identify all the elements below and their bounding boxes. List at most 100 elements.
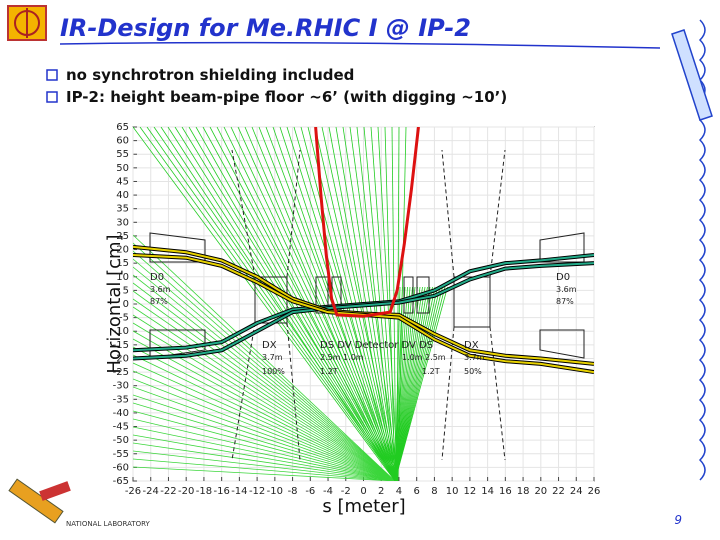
fan-line — [133, 378, 396, 481]
fan-line — [133, 338, 396, 481]
fan-line — [237, 127, 399, 481]
x-tick-label: 6 — [414, 486, 420, 497]
bullet: IP-2: height beam-pipe floor ~6’ (with d… — [66, 88, 507, 106]
y-tick-label: -50 — [113, 435, 129, 446]
x-tick-label: 22 — [552, 486, 565, 497]
fan-line — [133, 250, 396, 481]
x-tick-label: -8 — [288, 486, 298, 497]
magnet-label: D0 — [556, 272, 570, 283]
series-line — [133, 262, 594, 360]
fan-line — [133, 306, 396, 481]
x-tick-label: 2 — [378, 486, 384, 497]
fan-line — [394, 286, 446, 481]
bullet-markers — [46, 69, 58, 103]
y-tick-label: 15 — [116, 258, 129, 269]
x-tick-label: 0 — [360, 486, 366, 497]
x-tick-label: 8 — [431, 486, 437, 497]
fan-line — [133, 458, 396, 481]
x-tick-label: -18 — [196, 486, 212, 497]
fan-line — [394, 286, 428, 481]
magnet-label: 87% — [150, 297, 168, 306]
magnet-label: 1.2T — [422, 367, 440, 376]
y-tick-label: 30 — [116, 217, 129, 228]
y-tick-label: -15 — [113, 340, 129, 351]
fan-line — [133, 274, 396, 481]
x-tick-label: 20 — [534, 486, 547, 497]
fan-line — [394, 286, 431, 481]
fan-line — [133, 418, 396, 481]
x-tick-label: -12 — [249, 486, 265, 497]
fan-line — [394, 286, 441, 481]
x-tick-label: 26 — [588, 486, 601, 497]
fan-line — [133, 450, 396, 481]
logo — [7, 5, 47, 41]
magnet-labels: D0 3.6m 87% D0 3.6m 87% DX 3.7m 100% DS DV Detect… — [150, 272, 577, 376]
x-tick-label: 12 — [464, 486, 477, 497]
magnet-label: DS DV Detector DV DS — [320, 340, 433, 351]
y-tick-label: 20 — [116, 245, 129, 256]
magnet-label: 1.2T — [320, 367, 338, 376]
y-axis-label: Horizontal [cm] — [104, 234, 125, 373]
fan-line — [394, 286, 448, 481]
fan-line — [153, 127, 399, 481]
y-tick-label: 50 — [116, 163, 129, 174]
x-tick-label: -14 — [231, 486, 247, 497]
y-tick-label: -55 — [113, 449, 129, 460]
magnet-label: DX — [262, 340, 277, 351]
pencil — [8, 478, 71, 524]
x-tick-label: -4 — [323, 486, 333, 497]
fan-line — [244, 127, 396, 481]
magnet-label: D0 — [150, 272, 164, 283]
magnet-label: 100% — [262, 367, 285, 376]
x-tick-label: 4 — [396, 486, 402, 497]
y-tick-label: 40 — [116, 190, 129, 201]
magnet-label: 3.6m — [150, 285, 171, 294]
fan-line — [167, 127, 397, 481]
fan-line — [174, 127, 398, 481]
x-tick-label: 10 — [446, 486, 459, 497]
fan-line — [133, 127, 396, 481]
fan-line — [133, 282, 396, 481]
fan-line — [394, 286, 416, 481]
y-tick-label: -35 — [113, 394, 129, 405]
fan-line — [394, 286, 443, 481]
fan-line — [133, 258, 396, 481]
y-tick-label: -20 — [113, 353, 129, 364]
y-tick-label: -60 — [113, 462, 129, 473]
fan-line — [394, 286, 421, 481]
y-tick-label: 55 — [116, 149, 129, 160]
fan-line — [133, 346, 396, 481]
magnet-label: 1.0m 2.5m — [402, 353, 446, 362]
fan-line — [133, 402, 396, 481]
fan-line — [133, 266, 396, 481]
fan-line — [181, 127, 399, 481]
x-tick-label: -2 — [341, 486, 351, 497]
magnet-label: 3.7m — [262, 353, 283, 362]
y-tick-label: 5 — [123, 285, 129, 296]
y-tick-label: 65 — [116, 122, 129, 133]
fan-line — [394, 286, 426, 481]
x-tick-label: -20 — [178, 486, 194, 497]
fan-line — [188, 127, 396, 481]
fan-line — [133, 426, 396, 481]
y-tick-label: -30 — [113, 381, 129, 392]
fan-line — [133, 394, 396, 481]
x-axis-label: s [meter] — [322, 496, 405, 517]
fan-line — [394, 286, 418, 481]
x-tick-label: -10 — [267, 486, 283, 497]
series-line — [314, 127, 420, 318]
x-tick-label: 18 — [517, 486, 530, 497]
fan-line — [133, 442, 396, 481]
y-tick-label: -40 — [113, 408, 129, 419]
magnet-label: 2.5m 1.0m — [320, 353, 364, 362]
y-tick-label: 10 — [116, 272, 129, 283]
slide-title: IR-Design for Me.RHIC I @ IP-2 — [60, 14, 471, 42]
fan-line — [160, 127, 396, 481]
fan-line — [133, 314, 396, 481]
bullet: no synchrotron shielding included — [66, 66, 354, 84]
magnet-label: DX — [464, 340, 479, 351]
fan-line — [133, 434, 396, 481]
x-tick-label: -24 — [143, 486, 159, 497]
fan-line — [133, 370, 396, 481]
